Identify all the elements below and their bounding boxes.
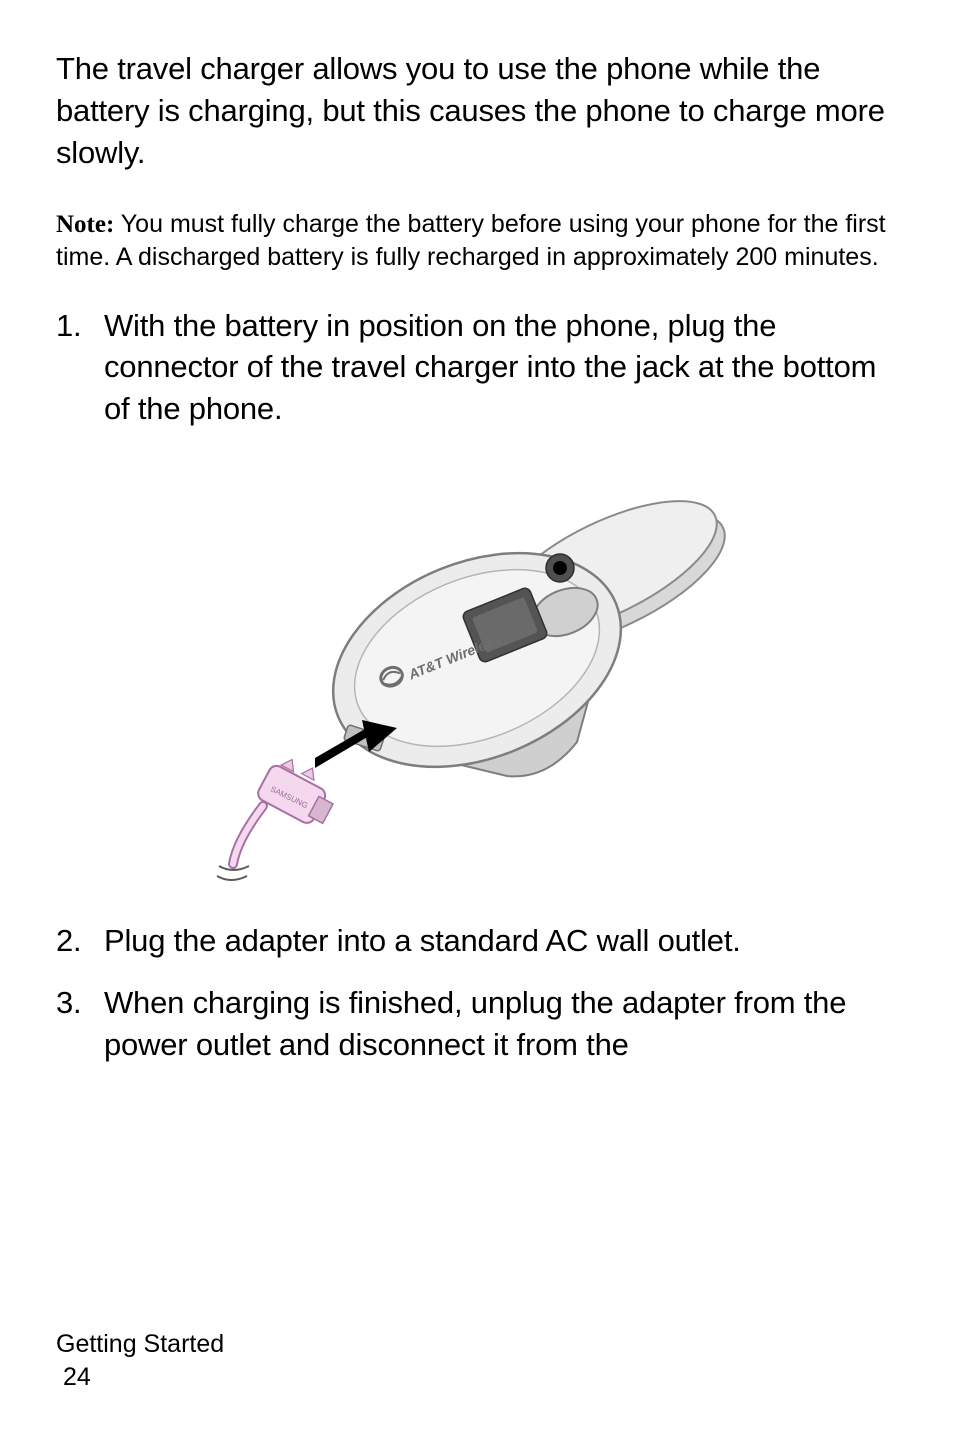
steps-list: 1. With the battery in position on the p… [56, 305, 898, 431]
phone-svg: AT&T Wireless SAMSUNG [197, 450, 757, 890]
list-item: 3. When charging is finished, unplug the… [56, 982, 898, 1066]
step-text: When charging is finished, unplug the ad… [104, 982, 898, 1066]
note-text: You must fully charge the battery before… [56, 210, 886, 272]
page-footer: Getting Started 24 [56, 1328, 224, 1393]
note-block: Note: You must fully charge the battery … [56, 208, 898, 275]
section-title: Getting Started [56, 1328, 224, 1361]
list-item: 1. With the battery in position on the p… [56, 305, 898, 431]
list-item: 2. Plug the adapter into a standard AC w… [56, 920, 898, 962]
page-number: 24 [63, 1363, 91, 1391]
intro-paragraph: The travel charger allows you to use the… [56, 48, 898, 174]
step-marker: 1. [56, 305, 104, 431]
step-marker: 2. [56, 920, 104, 962]
charger-connector: SAMSUNG [255, 751, 343, 831]
steps-list-continued: 2. Plug the adapter into a standard AC w… [56, 920, 898, 1066]
camera-lens [553, 561, 567, 575]
step-text: With the battery in position on the phon… [104, 305, 898, 431]
cable-break-lower [217, 876, 247, 880]
step-text: Plug the adapter into a standard AC wall… [104, 920, 741, 962]
note-label: Note: [56, 211, 114, 238]
step-marker: 3. [56, 982, 104, 1066]
phone-charger-illustration: AT&T Wireless SAMSUNG [197, 450, 757, 890]
